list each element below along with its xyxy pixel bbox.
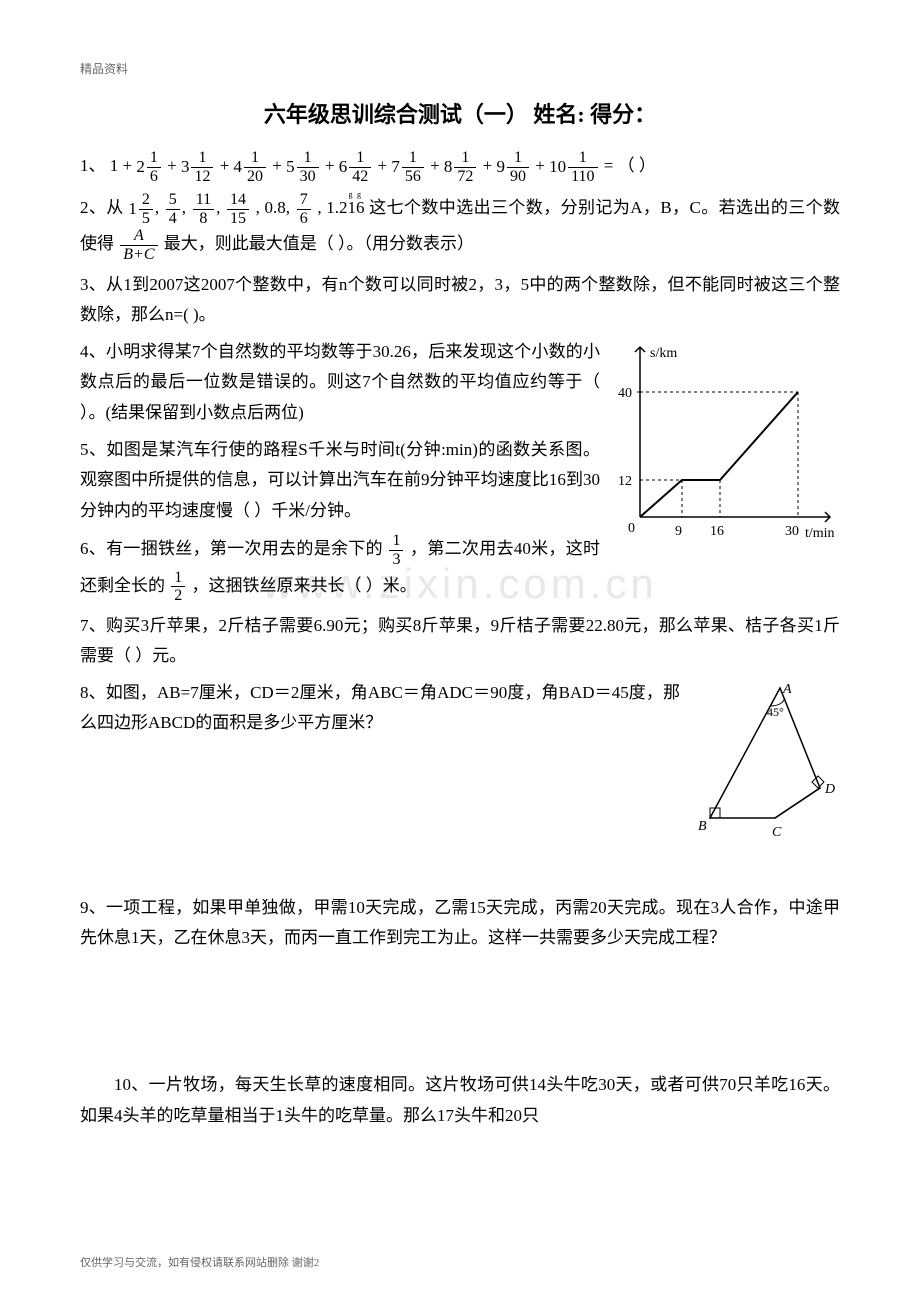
chart-ytick-12: 12: [618, 474, 632, 489]
mixed-fraction: 101110: [549, 149, 599, 185]
mixed-fraction: 5130: [286, 149, 321, 185]
p6-frac1: 13: [389, 532, 403, 568]
fraction: 54: [166, 191, 180, 227]
label-angle: 45°: [767, 705, 784, 719]
mixed-fraction: 7156: [391, 149, 426, 185]
triangle-svg: A B C D 45°: [690, 678, 840, 848]
mixed-fraction: 8172: [444, 149, 479, 185]
p2-fractions: 125, 54, 118, 1415: [128, 198, 251, 217]
fraction: 125: [128, 191, 155, 227]
chart-ytick-40: 40: [618, 386, 632, 401]
p6-frac2: 12: [171, 569, 185, 605]
label-B: B: [698, 819, 707, 834]
chart-x-label: t/min: [805, 526, 835, 541]
p2-frac-abc: AB+C: [120, 227, 157, 263]
p2-frac-76: 76: [297, 191, 311, 227]
mixed-fraction: 216: [136, 149, 163, 185]
problem-2: 2、从 125, 54, 118, 1415 , 0.8, 76 , 1.21g…: [80, 191, 840, 263]
p1-expression: 1 + 216 + 3112 + 4120 + 5130 + 6142 + 71…: [110, 156, 600, 175]
p2-prefix: 2、从: [80, 198, 124, 217]
header-small: 精品资料: [80, 60, 840, 77]
label-C: C: [772, 825, 782, 840]
footer: 仅供学习与交流，如有侵权请联系网站删除 谢谢2: [80, 1254, 319, 1270]
chart-xtick-30: 30: [785, 524, 799, 539]
fraction: 118: [193, 191, 214, 227]
line-chart-svg: s/km t/min 40 12 9 16 30 0: [610, 337, 840, 547]
p6-suffix: ，这捆铁丝原来共长（ ）米。: [192, 576, 417, 595]
problem-3: 3、从1到2007这2007个整数中，有n个数可以同时被2，3，5中的两个整数除…: [80, 270, 840, 331]
page-title: 六年级思训综合测试（一） 姓名: 得分：: [80, 97, 840, 129]
chart-origin: 0: [628, 521, 635, 536]
problem-10: 10、一片牧场，每天生长草的速度相同。这片牧场可供14头牛吃30天，或者可供70…: [80, 1070, 840, 1131]
mixed-fraction: 9190: [497, 149, 532, 185]
chart-xtick-9: 9: [675, 524, 682, 539]
mixed-fraction: 6142: [339, 149, 374, 185]
label-D: D: [824, 782, 835, 797]
fraction: 1415: [227, 191, 249, 227]
mixed-fraction: 4120: [234, 149, 269, 185]
p2-mid1: , 0.8,: [256, 198, 295, 217]
problem-1: 1、 1 + 216 + 3112 + 4120 + 5130 + 6142 +…: [80, 149, 840, 185]
problem-7: 7、购买3斤苹果，2斤桔子需要6.90元；购买8斤苹果，9斤桔子需要22.80元…: [80, 611, 840, 672]
chart-y-label: s/km: [650, 346, 677, 361]
triangle-figure: A B C D 45°: [690, 678, 840, 853]
p6-prefix: 6、有一捆铁丝，第一次用去的是余下的: [80, 539, 383, 558]
mixed-fraction: 3112: [181, 149, 216, 185]
p1-suffix: = （ ）: [604, 156, 656, 175]
chart-xtick-16: 16: [710, 524, 724, 539]
chart-figure: s/km t/min 40 12 9 16 30 0: [610, 337, 840, 552]
p1-prefix: 1、: [80, 156, 106, 175]
label-A: A: [782, 682, 792, 697]
p2-suffix: 最大，则此最大值是（ ）。（用分数表示）: [164, 234, 474, 253]
problem-9: 9、一项工程，如果甲单独做，甲需10天完成，乙需15天完成，丙需20天完成。现在…: [80, 893, 840, 954]
page-content: 精品资料 六年级思训综合测试（一） 姓名: 得分： 1、 1 + 216 + 3…: [80, 60, 840, 1131]
